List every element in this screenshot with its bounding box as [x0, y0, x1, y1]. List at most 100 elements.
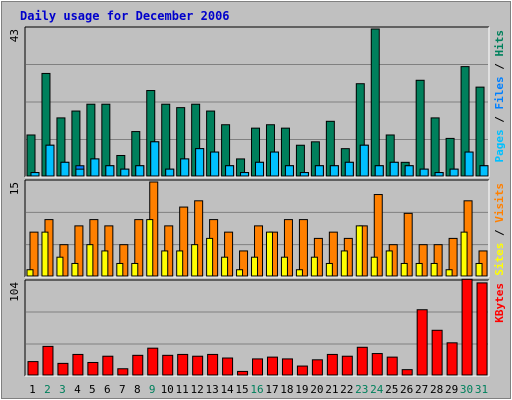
- bar-pages-day-13: [210, 151, 220, 177]
- panel-hits-files-pages: 43 Pages / Files / Hits: [8, 26, 506, 178]
- bar-pages-day-7: [120, 168, 130, 177]
- bar-pages-day-20: [314, 165, 324, 177]
- bar-pages-day-25: [389, 161, 399, 177]
- bar-kbytes-day-22: [341, 355, 353, 376]
- bar-pages-day-17: [269, 151, 279, 177]
- bar-visits-day-4: [74, 225, 84, 277]
- bar-sites-day-15: [236, 269, 244, 277]
- bar-pages-day-19: [299, 172, 309, 177]
- x-tick-label: 26: [400, 383, 413, 396]
- bar-kbytes-day-30: [461, 278, 473, 376]
- panel-kbytes: 104 KBytes: [8, 278, 506, 377]
- bar-sites-day-11: [176, 250, 184, 277]
- legend-text: Sites / Visits: [493, 183, 506, 276]
- bar-sites-day-26: [400, 262, 408, 277]
- x-tick-label: 11: [176, 383, 189, 396]
- bar-pages-day-27: [419, 168, 429, 177]
- x-tick-label: 22: [340, 383, 353, 396]
- bar-hits-day-24: [370, 28, 380, 177]
- bar-kbytes-day-5: [87, 361, 99, 376]
- bar-hits-day-1: [26, 134, 36, 177]
- legend-text: KBytes: [493, 283, 506, 323]
- bar-visits-day-11: [179, 206, 189, 277]
- series-sites: [26, 219, 483, 277]
- bar-sites-day-20: [310, 256, 318, 277]
- bar-pages-day-3: [60, 161, 70, 177]
- x-tick-label: 17: [265, 383, 278, 396]
- x-tick-label: 13: [205, 383, 218, 396]
- bar-kbytes-day-9: [147, 347, 159, 376]
- bar-kbytes-day-3: [57, 362, 69, 376]
- bar-pages-day-18: [284, 165, 294, 177]
- bar-kbytes-day-15: [237, 370, 249, 376]
- bar-kbytes-day-1: [27, 361, 39, 376]
- legend-entry-files: Files: [493, 76, 506, 109]
- bar-visits-day-29: [448, 237, 458, 277]
- bar-pages-day-8: [135, 165, 145, 177]
- bar-pages-day-29: [449, 168, 459, 177]
- bar-sites-day-31: [475, 262, 483, 277]
- legend-hits-files-pages: Pages / Files / Hits: [493, 30, 506, 163]
- bar-pages-day-23: [359, 144, 369, 177]
- bar-pages-day-11: [180, 158, 190, 177]
- x-tick-label: 21: [325, 383, 338, 396]
- bar-kbytes-day-6: [102, 355, 114, 376]
- bar-sites-day-16: [251, 256, 259, 277]
- x-tick-label: 2: [44, 383, 51, 396]
- bar-hits-day-31: [475, 86, 485, 177]
- x-tick-label: 3: [59, 383, 66, 396]
- x-tick-label: 19: [295, 383, 308, 396]
- x-tick-label: 24: [370, 383, 384, 396]
- bar-kbytes-day-4: [72, 353, 84, 376]
- bar-pages-day-1: [30, 172, 40, 177]
- series-kbytes: [27, 278, 488, 376]
- legend-entry-hits: Hits: [493, 30, 506, 57]
- bar-sites-day-1: [26, 269, 34, 277]
- bar-sites-day-6: [101, 250, 109, 277]
- x-tick-label: 5: [89, 383, 96, 396]
- legend-entry-sites: Sites: [493, 243, 506, 276]
- bar-kbytes-day-16: [252, 358, 264, 376]
- bar-visits-day-15: [239, 250, 249, 277]
- bar-kbytes-day-29: [446, 342, 458, 376]
- x-tick-label: 30: [460, 383, 473, 396]
- bar-kbytes-day-28: [431, 329, 443, 376]
- x-tick-label: 9: [149, 383, 156, 396]
- bar-kbytes-day-13: [207, 353, 219, 376]
- bar-hits-day-6: [101, 103, 111, 177]
- bar-hits-day-27: [415, 79, 425, 177]
- bar-sites-day-5: [86, 244, 94, 277]
- bar-hits-day-19: [295, 144, 305, 177]
- bar-pages-day-31: [479, 165, 489, 177]
- legend-separator: /: [493, 110, 506, 130]
- legend-kbytes: KBytes: [493, 283, 506, 323]
- bar-kbytes-day-25: [386, 356, 398, 376]
- x-tick-label: 4: [74, 383, 81, 396]
- bar-sites-day-8: [131, 262, 139, 277]
- bar-sites-day-13: [206, 237, 214, 277]
- bar-sites-day-27: [415, 262, 423, 277]
- bar-pages-day-2: [45, 144, 55, 177]
- legend-text: Pages / Files / Hits: [493, 30, 506, 163]
- bar-kbytes-day-20: [311, 359, 323, 376]
- bar-pages-day-28: [434, 172, 444, 177]
- bar-kbytes-day-10: [162, 354, 174, 376]
- bar-pages-day-4: [75, 168, 85, 177]
- bar-hits-day-10: [161, 103, 171, 177]
- bar-pages-day-10: [165, 168, 175, 177]
- x-tick-label: 6: [104, 383, 111, 396]
- bar-visits-day-21: [328, 231, 338, 277]
- bar-pages-day-15: [240, 172, 250, 177]
- bar-sites-day-9: [146, 219, 154, 277]
- x-tick-label: 16: [250, 383, 263, 396]
- bar-sites-day-24: [370, 256, 378, 277]
- bar-sites-day-29: [445, 269, 453, 277]
- bar-kbytes-day-12: [192, 355, 204, 376]
- y-max-label: 43: [8, 29, 21, 42]
- bar-pages-day-22: [344, 161, 354, 177]
- bar-pages-day-6: [105, 165, 115, 177]
- bar-hits-day-28: [430, 117, 440, 177]
- bar-kbytes-day-17: [266, 356, 278, 376]
- bar-visits-day-12: [194, 200, 204, 277]
